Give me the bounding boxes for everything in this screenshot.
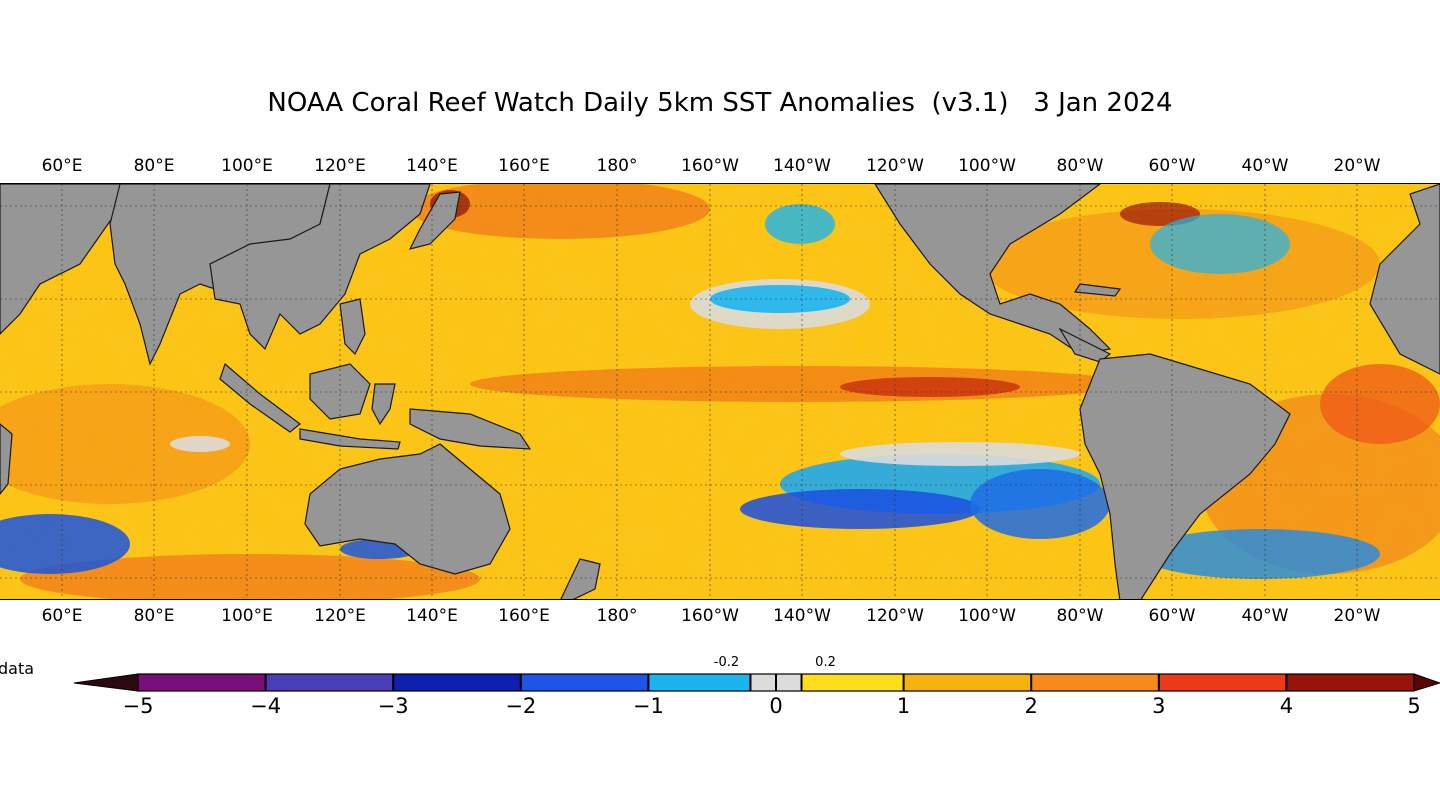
longitude-label: 100°E: [221, 606, 273, 626]
longitude-label: 80°W: [1056, 606, 1104, 626]
colorbar-tick-label: −2: [505, 694, 537, 718]
land-java: [299, 428, 401, 450]
colorbar-band: [520, 674, 649, 691]
land-philippines: [339, 298, 366, 356]
longitude-label: 80°E: [133, 606, 175, 626]
colorbar-band: [1286, 674, 1414, 691]
cool-anomalies: [0, 204, 1380, 579]
colorbar-band: [1031, 674, 1159, 691]
longitude-label: 140°E: [406, 156, 458, 176]
longitude-label: 80°W: [1056, 156, 1104, 176]
longitude-label: 160°W: [681, 156, 739, 176]
longitude-label: 140°W: [773, 606, 831, 626]
colorbar-tick-label: 4: [1279, 694, 1294, 718]
longitude-label: 20°W: [1333, 606, 1381, 626]
longitude-label: 60°E: [41, 156, 83, 176]
colorbar-tick-label: 5: [1407, 694, 1421, 718]
land-japan: [408, 191, 461, 250]
colorbar-band: [1158, 674, 1287, 691]
colorbar-band: [393, 674, 521, 691]
longitude-labels-top: 60°E 80°E 100°E 120°E 140°E 160°E 180° 160°W 140…: [0, 156, 1440, 178]
map-title: NOAA Coral Reef Watch Daily 5km SST Anom…: [267, 88, 1173, 118]
land-masses: [0, 184, 1440, 599]
longitude-label: 60°E: [41, 606, 83, 626]
longitude-label: 100°W: [958, 606, 1016, 626]
sst-anomaly-map: [0, 183, 1440, 600]
longitude-label: 160°E: [498, 156, 550, 176]
colorbar-tick-label: −5: [122, 694, 154, 718]
land-borneo: [309, 363, 371, 420]
colorbar-small-label: 0.2: [815, 655, 836, 670]
colorbar-outline: [137, 673, 1415, 692]
colorbar-band: [138, 674, 266, 691]
longitude-label: 100°E: [221, 156, 273, 176]
longitude-label: 40°W: [1241, 156, 1289, 176]
land-africa-horn: [0, 423, 13, 495]
longitude-label: 120°W: [866, 606, 924, 626]
map-svg: [0, 184, 1440, 599]
colorbar-left-extension: [73, 673, 139, 692]
colorbar-band: [903, 674, 1032, 691]
longitude-label: 40°W: [1241, 606, 1289, 626]
longitude-label: 160°E: [498, 606, 550, 626]
land-new-guinea: [409, 408, 532, 450]
longitude-label: 120°E: [314, 606, 366, 626]
longitude-label: 180°: [596, 156, 638, 176]
colorbar-tick-label: 2: [1024, 694, 1038, 718]
longitude-label: 140°E: [406, 606, 458, 626]
longitude-label: 60°W: [1148, 156, 1196, 176]
colorbar-small-label: -0.2: [713, 655, 740, 670]
longitude-label: 120°W: [866, 156, 924, 176]
colorbar-tick-label: −1: [632, 694, 664, 718]
colorbar-band: [648, 674, 751, 691]
colorbar-tick-label: 3: [1152, 694, 1166, 718]
longitude-label: 120°E: [314, 156, 366, 176]
colorbar-tick-label: −3: [377, 694, 409, 718]
longitude-label: 20°W: [1333, 156, 1381, 176]
longitude-labels-bottom: 60°E 80°E 100°E 120°E 140°E 160°E 180° 160°W 140…: [0, 606, 1440, 628]
land-north-america: [874, 184, 1112, 355]
land-sulawesi: [371, 383, 396, 426]
land-west-africa: [1369, 184, 1440, 375]
colorbar-band: [750, 674, 802, 691]
graticule: [0, 184, 1440, 599]
colorbar-band: [265, 674, 394, 691]
colorbar-tick-label: −4: [250, 694, 282, 718]
land-sumatra: [219, 362, 301, 433]
no-data-label: data: [0, 659, 35, 678]
longitude-label: 80°E: [133, 156, 175, 176]
longitude-label: 60°W: [1148, 606, 1196, 626]
colorbar-band: [801, 674, 904, 691]
colorbar-tick-label: 0: [769, 694, 783, 718]
land-australia: [304, 443, 511, 575]
colorbar-right-extension: [1413, 673, 1440, 692]
longitude-label: 140°W: [773, 156, 831, 176]
land-caribbean: [1073, 283, 1122, 297]
longitude-label: 100°W: [958, 156, 1016, 176]
colorbar-tick-label: 1: [896, 694, 911, 718]
land-new-zealand: [560, 558, 601, 599]
longitude-label: 160°W: [681, 606, 739, 626]
longitude-label: 180°: [596, 606, 638, 626]
land-south-america: [1079, 353, 1291, 599]
land-east-asia: [209, 184, 431, 351]
